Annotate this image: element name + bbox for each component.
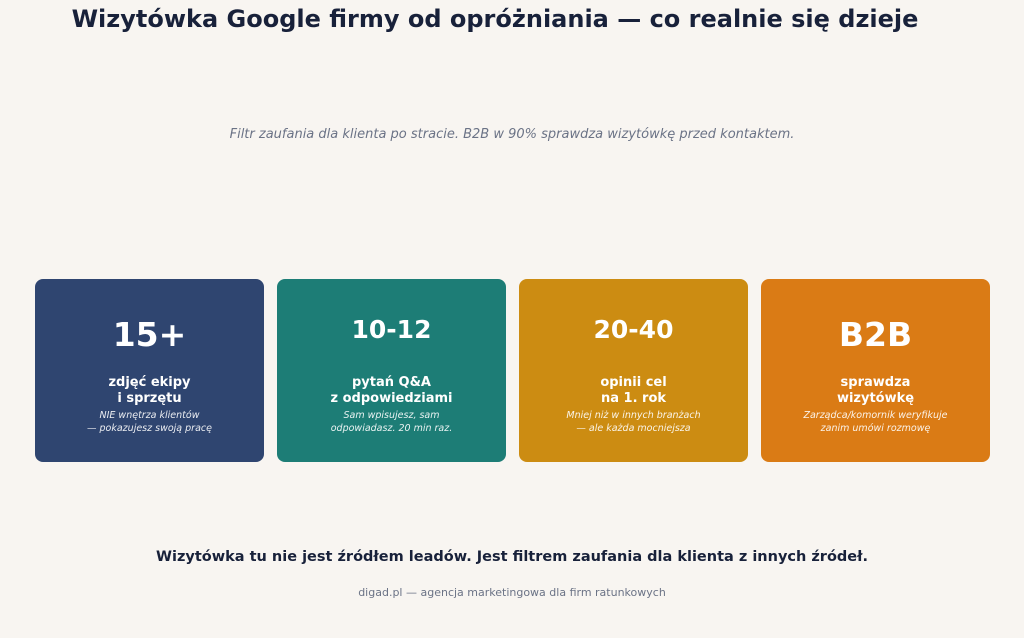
stat-note: Mniej niż w innych branżach — ale każda m… [519,409,748,435]
stat-label-line: wizytówkę [836,391,915,406]
stat-value: B2B [838,315,913,354]
stat-note-line: — ale każda mocniejsza [576,423,691,434]
stat-label: pytań Q&A z odpowiedziami [277,375,506,407]
stat-card: 20-40 opinii cel na 1. rok Mniej niż w inny… [519,279,748,462]
stat-note-line: Zarządca/komornik weryfikuje [803,410,948,421]
stat-label: sprawdza wizytówkę [761,375,990,407]
stat-label-line: na 1. rok [600,391,667,406]
stat-note-line: NIE wnętrza klientów [99,410,200,421]
stat-note: NIE wnętrza klientów — pokazujesz swoją p… [35,409,264,435]
stat-value: 20-40 [593,315,674,344]
subtitle: Filtr zaufania dla klienta po stracie. B… [229,127,795,142]
stat-value: 15+ [112,315,187,354]
stat-note-line: Mniej niż w innych branżach [566,410,701,421]
stat-card: 10-12 pytań Q&A z odpowiedziami Sam wpisuje… [277,279,506,462]
stat-label-line: i sprzętu [117,391,182,406]
stat-note-line: zanim umówi rozmowę [820,423,931,434]
stat-label: zdjęć ekipy i sprzętu [35,375,264,407]
stat-label: opinii cel na 1. rok [519,375,748,407]
stat-card: 15+ zdjęć ekipy i sprzętu NIE wnętrza klien… [35,279,264,462]
stat-note-line: odpowiadasz. 20 min raz. [330,423,453,434]
stat-note: Zarządca/komornik weryfikuje zanim umówi … [761,409,990,435]
stat-card: B2B sprawdza wizytówkę Zarządca/komornik we… [761,279,990,462]
stat-note-line: Sam wpisujesz, sam [343,410,440,421]
stat-note: Sam wpisujesz, sam odpowiadasz. 20 min ra… [277,409,506,435]
stat-label-line: zdjęć ekipy [108,375,191,390]
stat-value: 10-12 [351,315,432,344]
title: Wizytówka Google firmy od opróżniania — … [71,5,919,33]
source: digad.pl — agencja marketingowa dla firm… [358,586,666,599]
stat-label-line: pytań Q&A [352,375,431,390]
conclusion: Wizytówka tu nie jest źródłem leadów. Je… [155,549,869,565]
stat-label-line: opinii cel [600,375,667,390]
stat-note-line: — pokazujesz swoją pracę [87,423,212,434]
stat-label-line: z odpowiedziami [330,391,453,406]
stat-label-line: sprawdza [840,375,911,390]
